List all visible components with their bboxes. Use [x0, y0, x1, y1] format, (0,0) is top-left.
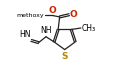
Text: S: S — [61, 52, 68, 61]
Text: O: O — [48, 6, 56, 15]
Text: O: O — [70, 10, 78, 19]
Text: methoxy: methoxy — [16, 13, 44, 18]
Text: CH₃: CH₃ — [82, 24, 96, 32]
Text: HN: HN — [19, 30, 30, 39]
Text: NH: NH — [40, 26, 52, 35]
